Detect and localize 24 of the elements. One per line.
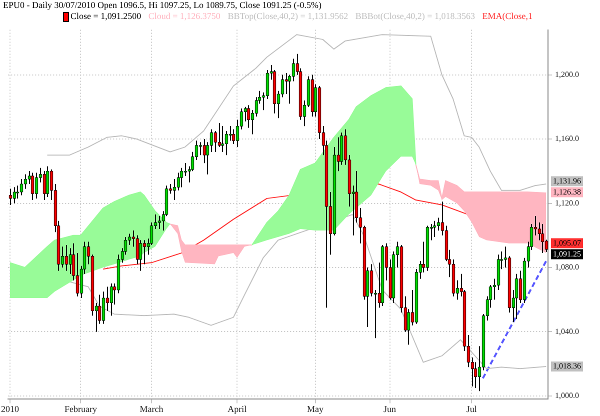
y-tick-label: 1,000.0 bbox=[555, 391, 579, 400]
x-tick-label: May bbox=[307, 404, 324, 414]
y-tick-label: 1,160.0 bbox=[555, 134, 579, 144]
text: Cloud = 1,126.3750 bbox=[148, 11, 220, 21]
data-label: 1,095.07 bbox=[553, 238, 581, 248]
x-tick-label: April bbox=[228, 404, 248, 414]
y-tick-label: 1,080.0 bbox=[555, 262, 579, 272]
x-tick-label: March bbox=[140, 404, 164, 414]
y-tick-label: 1,200.0 bbox=[555, 70, 579, 79]
text: BBBot(Close,40,2) = 1,018.3563 bbox=[355, 11, 475, 21]
data-label: 1,131.96 bbox=[553, 176, 581, 186]
text: BBTop(Close,40,2) = 1,131.9562 bbox=[228, 11, 348, 21]
x-tick-label: 2010 bbox=[1, 404, 20, 414]
y-tick-label: 1,040.0 bbox=[555, 326, 579, 336]
text: 1,091.25 bbox=[553, 249, 581, 258]
data-label: 1,126.38 bbox=[553, 187, 581, 196]
data-label: 1,018.36 bbox=[553, 362, 581, 371]
x-tick-label: Jun bbox=[384, 404, 397, 414]
text: EMA(Close,1 bbox=[482, 11, 532, 21]
x-tick-label: Jul bbox=[466, 404, 478, 414]
y-tick-label: 1,120.0 bbox=[555, 198, 579, 208]
legend-label: Close = 1,091.2500 bbox=[70, 11, 142, 21]
chart-title: EPU0 - Daily 30/07/2010 Open 1096.5, Hi 1097.25, Lo 1089.75, Close 1091.25 (-0.5%) bbox=[3, 0, 322, 11]
x-tick-label: February bbox=[64, 404, 98, 414]
